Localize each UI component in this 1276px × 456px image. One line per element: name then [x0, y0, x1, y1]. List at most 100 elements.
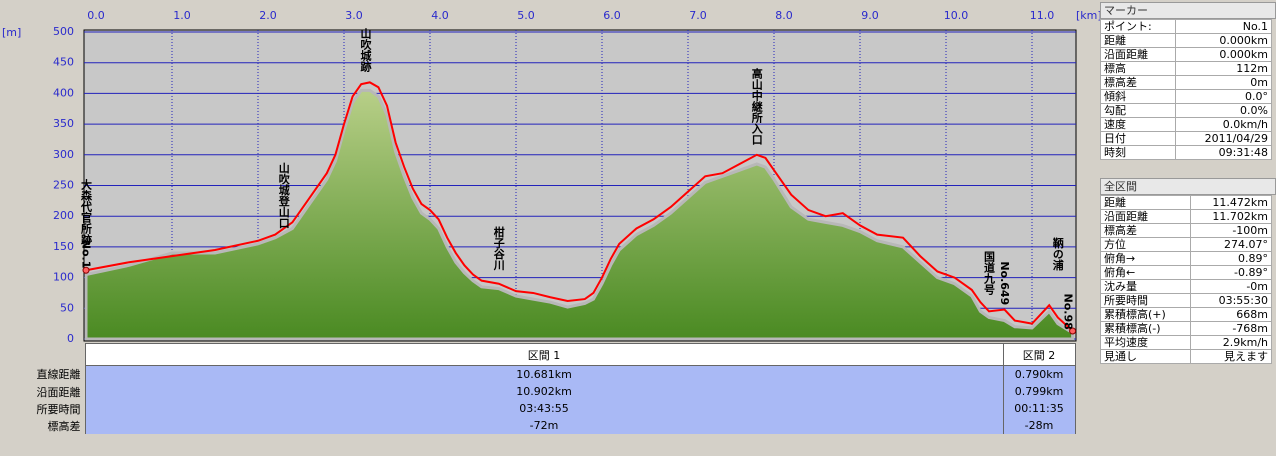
track-line [85, 81, 1074, 332]
panel-key: 沿面距離 [1100, 209, 1191, 224]
panel-key: 見通し [1100, 349, 1191, 364]
panel-value: 見えます [1189, 349, 1273, 364]
panel-key: 所要時間 [1100, 293, 1191, 308]
y-tick-label: 300 [53, 148, 74, 161]
x-tick-label: 0.0 [87, 9, 105, 22]
x-tick-label: 5.0 [517, 9, 535, 22]
header-row: 区間 1 区間 2 [0, 343, 1076, 366]
annotation: 鞆の浦 [1051, 236, 1064, 271]
panel-row: 距離 11.472km [1100, 195, 1273, 210]
row-label: 標高差 [47, 419, 81, 433]
panel-row: 累積標高(-) -768m [1100, 321, 1273, 336]
panel-key: 俯角→ [1100, 251, 1191, 266]
marker-panel: マーカー ポイント: No.1 距離 0.000km 沿面距離 0.000km 標高 112m… [1100, 2, 1276, 160]
panel-value: 0.0° [1174, 89, 1273, 104]
panel-value: 11.702km [1189, 209, 1273, 224]
panel-row: 沈み量 -0m [1100, 279, 1273, 294]
marker-table: ポイント: No.1 距離 0.000km 沿面距離 0.000km 標高 112m 標高差 0m… [1100, 19, 1273, 160]
panel-value: 668m [1189, 307, 1273, 322]
panel-row: 日付 2011/04/29 [1100, 131, 1273, 146]
panel-key: 沈み量 [1100, 279, 1191, 294]
section-value: 0.799km [1002, 383, 1076, 400]
x-tick-label: 11.0 [1030, 9, 1055, 22]
x-tick-label: 8.0 [775, 9, 793, 22]
panel-key: 時刻 [1100, 145, 1176, 160]
section-value: 10.681km [84, 365, 1004, 383]
x-unit: [km] [1076, 9, 1100, 22]
panel-value: 09:31:48 [1174, 145, 1273, 160]
panel-value: 0.000km [1174, 33, 1273, 48]
x-tick-label: 4.0 [431, 9, 449, 22]
profile-chart: [m] [km] 0 50 100 150 200 250 300 350 400 450 500 0… [2, 9, 1100, 342]
y-tick-label: 0 [67, 332, 74, 342]
panel-row: 見通し 見えます [1100, 349, 1273, 364]
panel-row: 勾配 0.0% [1100, 103, 1273, 118]
section-row: 所要時間 03:43:55 00:11:35 [0, 400, 1076, 417]
y-tick-label: 50 [60, 301, 74, 314]
panel-key: 方位 [1100, 237, 1191, 252]
annotation: 大森代官所跡 [80, 178, 94, 246]
panel-row: 傾斜 0.0° [1100, 89, 1273, 104]
section-value: 00:11:35 [1002, 400, 1076, 417]
x-tick-label: 2.0 [259, 9, 277, 22]
panel-row: 沿面距離 0.000km [1100, 47, 1273, 62]
section-row: 標高差 -72m -28m [0, 417, 1076, 434]
panel-key: 速度 [1100, 117, 1176, 132]
panel-row: ポイント: No.1 [1100, 19, 1273, 34]
section-header: 区間 1 [84, 343, 1004, 366]
row-label: 沿面距離 [36, 385, 81, 399]
panel-key: 勾配 [1100, 103, 1176, 118]
section-table: 区間 1 区間 2 直線距離 10.681km 0.790km 沿面距離 10.902km 0… [0, 343, 1076, 434]
terrain-area [84, 88, 1075, 341]
panel-value: 2011/04/29 [1174, 131, 1273, 146]
panel-key: 標高 [1100, 61, 1176, 76]
panel-row: 標高差 -100m [1100, 223, 1273, 238]
x-tick-label: 6.0 [603, 9, 621, 22]
x-tick-label: 7.0 [689, 9, 707, 22]
section-row: 沿面距離 10.902km 0.799km [0, 383, 1076, 400]
row-label: 所要時間 [36, 402, 81, 416]
section-row: 直線距離 10.681km 0.790km [0, 365, 1076, 383]
panel-value: 0.0% [1174, 103, 1273, 118]
panel-key: 標高差 [1100, 75, 1176, 90]
panel-value: 11.472km [1189, 195, 1273, 210]
total-panel: 全区間 距離 11.472km 沿面距離 11.702km 標高差 -100m 方位 274.… [1100, 178, 1276, 364]
panel-row: 累積標高(+) 668m [1100, 307, 1273, 322]
panel-key: 日付 [1100, 131, 1176, 146]
annotation: No.98 [1062, 294, 1075, 330]
panel-row: 沿面距離 11.702km [1100, 209, 1273, 224]
track-marker [1069, 327, 1077, 335]
y-tick-label: 400 [53, 86, 74, 99]
row-label: 直線距離 [36, 368, 81, 382]
panel-row: 俯角→ 0.89° [1100, 251, 1273, 266]
panel-value: -100m [1189, 223, 1273, 238]
panel-key: 沿面距離 [1100, 47, 1176, 62]
panel-value: -0.89° [1189, 265, 1273, 280]
total-table: 距離 11.472km 沿面距離 11.702km 標高差 -100m 方位 274.07° 俯… [1100, 195, 1273, 364]
panel-row: 時刻 09:31:48 [1100, 145, 1273, 160]
panel-key: 傾斜 [1100, 89, 1176, 104]
annotation: 柑子谷川 [492, 225, 506, 270]
panel-value: 03:55:30 [1189, 293, 1273, 308]
panel-key: 距離 [1100, 195, 1191, 210]
section-value: -28m [1002, 417, 1076, 434]
panel-value: -768m [1189, 321, 1273, 336]
y-unit: [m] [2, 26, 21, 39]
y-tick-label: 450 [53, 56, 74, 69]
y-tick-label: 100 [53, 271, 74, 284]
x-tick-label: 1.0 [173, 9, 191, 22]
panel-value: -0m [1189, 279, 1273, 294]
panel-row: 速度 0.0km/h [1100, 117, 1273, 132]
section-value: 03:43:55 [84, 400, 1004, 417]
annotation: 山吹城登山口 [277, 161, 291, 229]
x-tick-label: 10.0 [944, 9, 969, 22]
panel-key: 俯角← [1100, 265, 1191, 280]
panel-key: 標高差 [1100, 223, 1191, 238]
panel-value: No.1 [1174, 19, 1273, 34]
panel-row: 俯角← -0.89° [1100, 265, 1273, 280]
panel-key: 累積標高(+) [1100, 307, 1191, 322]
section-value: 0.790km [1002, 365, 1076, 383]
panel-value: 0.000km [1174, 47, 1273, 62]
panel-value: 0.89° [1189, 251, 1273, 266]
